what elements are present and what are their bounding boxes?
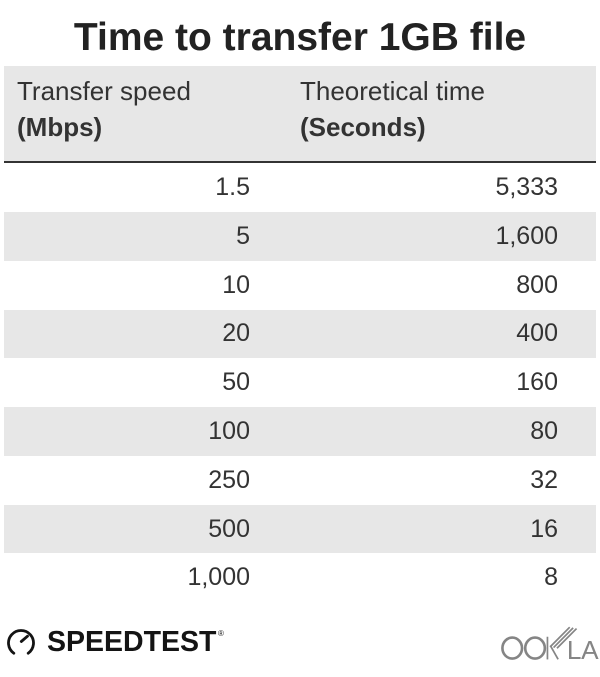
svg-text:LA: LA xyxy=(567,635,599,665)
svg-text:®: ® xyxy=(218,629,224,638)
svg-text:SPEEDTEST: SPEEDTEST xyxy=(47,626,217,658)
